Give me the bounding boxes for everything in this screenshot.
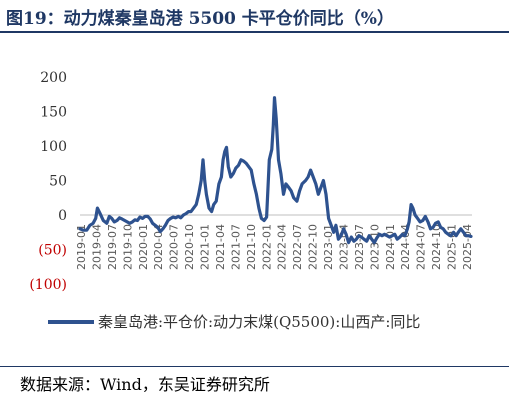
x-tick-label: 2019-07 — [106, 224, 119, 270]
y-tick-label: 200 — [40, 70, 67, 86]
y-tick-label: 150 — [40, 105, 67, 121]
x-tick-label: 2023-07 — [353, 224, 366, 270]
series-line — [78, 96, 473, 245]
x-tick-label: 2024-01 — [384, 224, 397, 270]
x-tick-label: 2021-07 — [229, 224, 242, 270]
x-tick-label: 2020-07 — [168, 224, 181, 270]
x-tick-label: 2024-07 — [415, 224, 428, 270]
x-tick-label: 2025-01 — [446, 224, 459, 270]
y-tick-label: (100) — [29, 277, 67, 293]
x-tick-label: 2019-10 — [121, 224, 134, 270]
y-tick-label: (50) — [38, 243, 67, 259]
x-tick-label: 2022-10 — [307, 224, 320, 270]
y-tick-label: 0 — [58, 208, 67, 224]
x-tick-label: 2023-01 — [322, 224, 335, 270]
x-tick-label: 2024-10 — [430, 224, 443, 270]
source-note: 数据来源：Wind，东吴证券研究所 — [20, 375, 270, 394]
x-tick-label: 2021-04 — [214, 224, 227, 270]
y-tick-label: 50 — [49, 174, 67, 190]
x-tick-label: 2023-10 — [368, 224, 381, 270]
x-tick-label: 2022-04 — [276, 224, 289, 270]
y-tick-label: 100 — [40, 139, 67, 155]
x-tick-label: 2019-04 — [90, 224, 103, 270]
figure-title: 图19：动力煤秦皇岛港 5500 卡平仓价同比（%） — [6, 9, 394, 29]
x-tick-label: 2020-04 — [152, 224, 165, 270]
x-tick-label: 2021-01 — [199, 224, 212, 270]
bottom-rule — [0, 366, 509, 367]
x-tick-label: 2019-01 — [75, 224, 88, 270]
legend: 秦皇岛港:平仓价:动力末煤(Q5500):山西产:同比 — [48, 313, 420, 331]
x-tick-label: 2021-10 — [245, 224, 258, 270]
x-tick-label: 2020-10 — [183, 224, 196, 270]
x-tick-label: 2022-07 — [291, 224, 304, 270]
title-rule — [0, 31, 509, 33]
y-axis-ticks: 200 150 100 50 0 (50) (100) — [29, 70, 67, 293]
x-axis-ticks: 2019-01 2019-04 2019-07 2019-10 2020-01 2020-… — [75, 224, 474, 270]
x-tick-label: 2022-01 — [260, 224, 273, 270]
legend-label: 秦皇岛港:平仓价:动力末煤(Q5500):山西产:同比 — [98, 313, 420, 331]
x-tick-label: 2020-01 — [137, 224, 150, 270]
